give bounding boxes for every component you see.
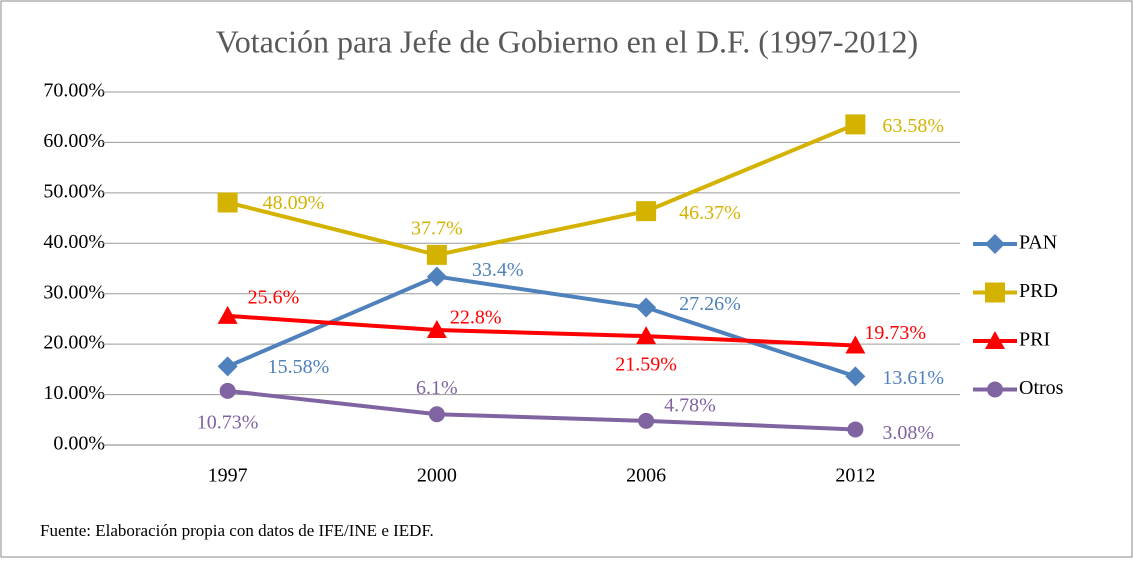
- point-marker: [845, 335, 866, 354]
- point-marker: [636, 201, 657, 222]
- point-marker: [426, 320, 447, 339]
- data-label: 6.1%: [416, 377, 458, 399]
- point-marker: [636, 297, 657, 318]
- legend-marker: [985, 234, 1005, 254]
- data-label: 21.59%: [615, 354, 677, 376]
- data-label: 37.7%: [411, 217, 463, 239]
- point-marker: [636, 326, 657, 345]
- point-marker: [219, 382, 236, 399]
- data-label: 25.6%: [248, 286, 300, 308]
- legend-label: PRD: [1019, 280, 1058, 302]
- data-label: 15.58%: [268, 356, 330, 378]
- series-line: [227, 122, 857, 257]
- data-label: 13.61%: [882, 367, 944, 389]
- data-label: 33.4%: [472, 259, 524, 281]
- y-tick-label: 10.00%: [43, 382, 105, 404]
- series-line: [227, 313, 856, 348]
- point-marker: [847, 421, 864, 438]
- point-marker: [217, 356, 238, 377]
- data-label: 63.58%: [882, 115, 944, 137]
- x-tick-label: 1997: [208, 465, 248, 487]
- y-tick-label: 30.00%: [43, 281, 105, 303]
- data-label: 4.78%: [664, 394, 716, 416]
- y-tick-label: 0.00%: [53, 433, 105, 455]
- x-tick-label: 2006: [626, 465, 666, 487]
- legend-label: PAN: [1019, 232, 1057, 254]
- data-label: 3.08%: [882, 422, 934, 444]
- x-tick-label: 2012: [835, 465, 875, 487]
- y-tick-label: 60.00%: [43, 130, 105, 152]
- y-tick-label: 50.00%: [43, 180, 105, 202]
- y-tick-label: 70.00%: [43, 80, 105, 102]
- y-tick-label: 20.00%: [43, 332, 105, 354]
- legend-marker: [985, 331, 1005, 349]
- y-tick-label: 40.00%: [43, 231, 105, 253]
- data-label: 27.26%: [679, 293, 741, 315]
- point-marker: [426, 244, 447, 265]
- point-marker: [217, 305, 238, 324]
- data-label: 19.73%: [864, 322, 926, 344]
- x-tick-label: 2000: [417, 465, 457, 487]
- legend-label: Otros: [1019, 377, 1064, 399]
- legend-marker: [985, 282, 1005, 303]
- point-marker: [426, 266, 447, 287]
- chart-title: Votación para Jefe de Gobierno en el D.F…: [216, 23, 918, 59]
- data-label: 48.09%: [263, 192, 325, 214]
- source-note: Fuente: Elaboración propia con datos de …: [40, 521, 434, 540]
- point-marker: [638, 412, 655, 429]
- point-marker: [217, 192, 238, 213]
- point-marker: [845, 366, 866, 387]
- series-line: [227, 388, 856, 432]
- data-label: 10.73%: [197, 411, 259, 433]
- legend-marker: [987, 381, 1003, 398]
- data-label: 46.37%: [679, 202, 741, 224]
- data-label: 22.8%: [450, 307, 502, 329]
- point-marker: [428, 406, 445, 423]
- point-marker: [845, 114, 866, 135]
- legend-label: PRI: [1019, 329, 1050, 351]
